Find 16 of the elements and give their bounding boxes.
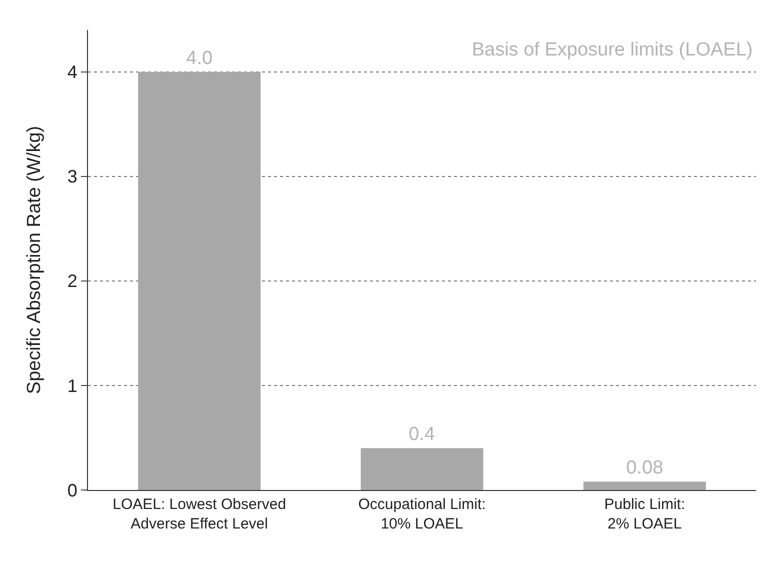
data-label: 0.08 <box>626 458 664 479</box>
y-tick-label: 0 <box>67 480 78 500</box>
y-tick-label: 1 <box>67 376 78 396</box>
y-tick-label: 2 <box>67 271 78 292</box>
y-tick-label: 4 <box>67 62 78 82</box>
data-label: 0.4 <box>408 424 436 446</box>
data-label: 4.0 <box>186 48 213 69</box>
bar <box>138 72 261 490</box>
y-tick-label: 3 <box>67 166 78 187</box>
x-tick-label: Occupational Limit: 10% LOAEL <box>358 496 486 532</box>
bar <box>360 448 484 490</box>
x-tick-label: Public Limit: 2% LOAEL <box>604 496 686 532</box>
y-axis-title: Specific Absorption Rate (W/kg) <box>24 126 45 394</box>
bar <box>583 482 706 490</box>
x-tick-label: LOAEL: Lowest Observed Adverse Effect Level <box>112 496 286 532</box>
text: Basis of Exposure limits (LOAEL) <box>472 39 753 60</box>
